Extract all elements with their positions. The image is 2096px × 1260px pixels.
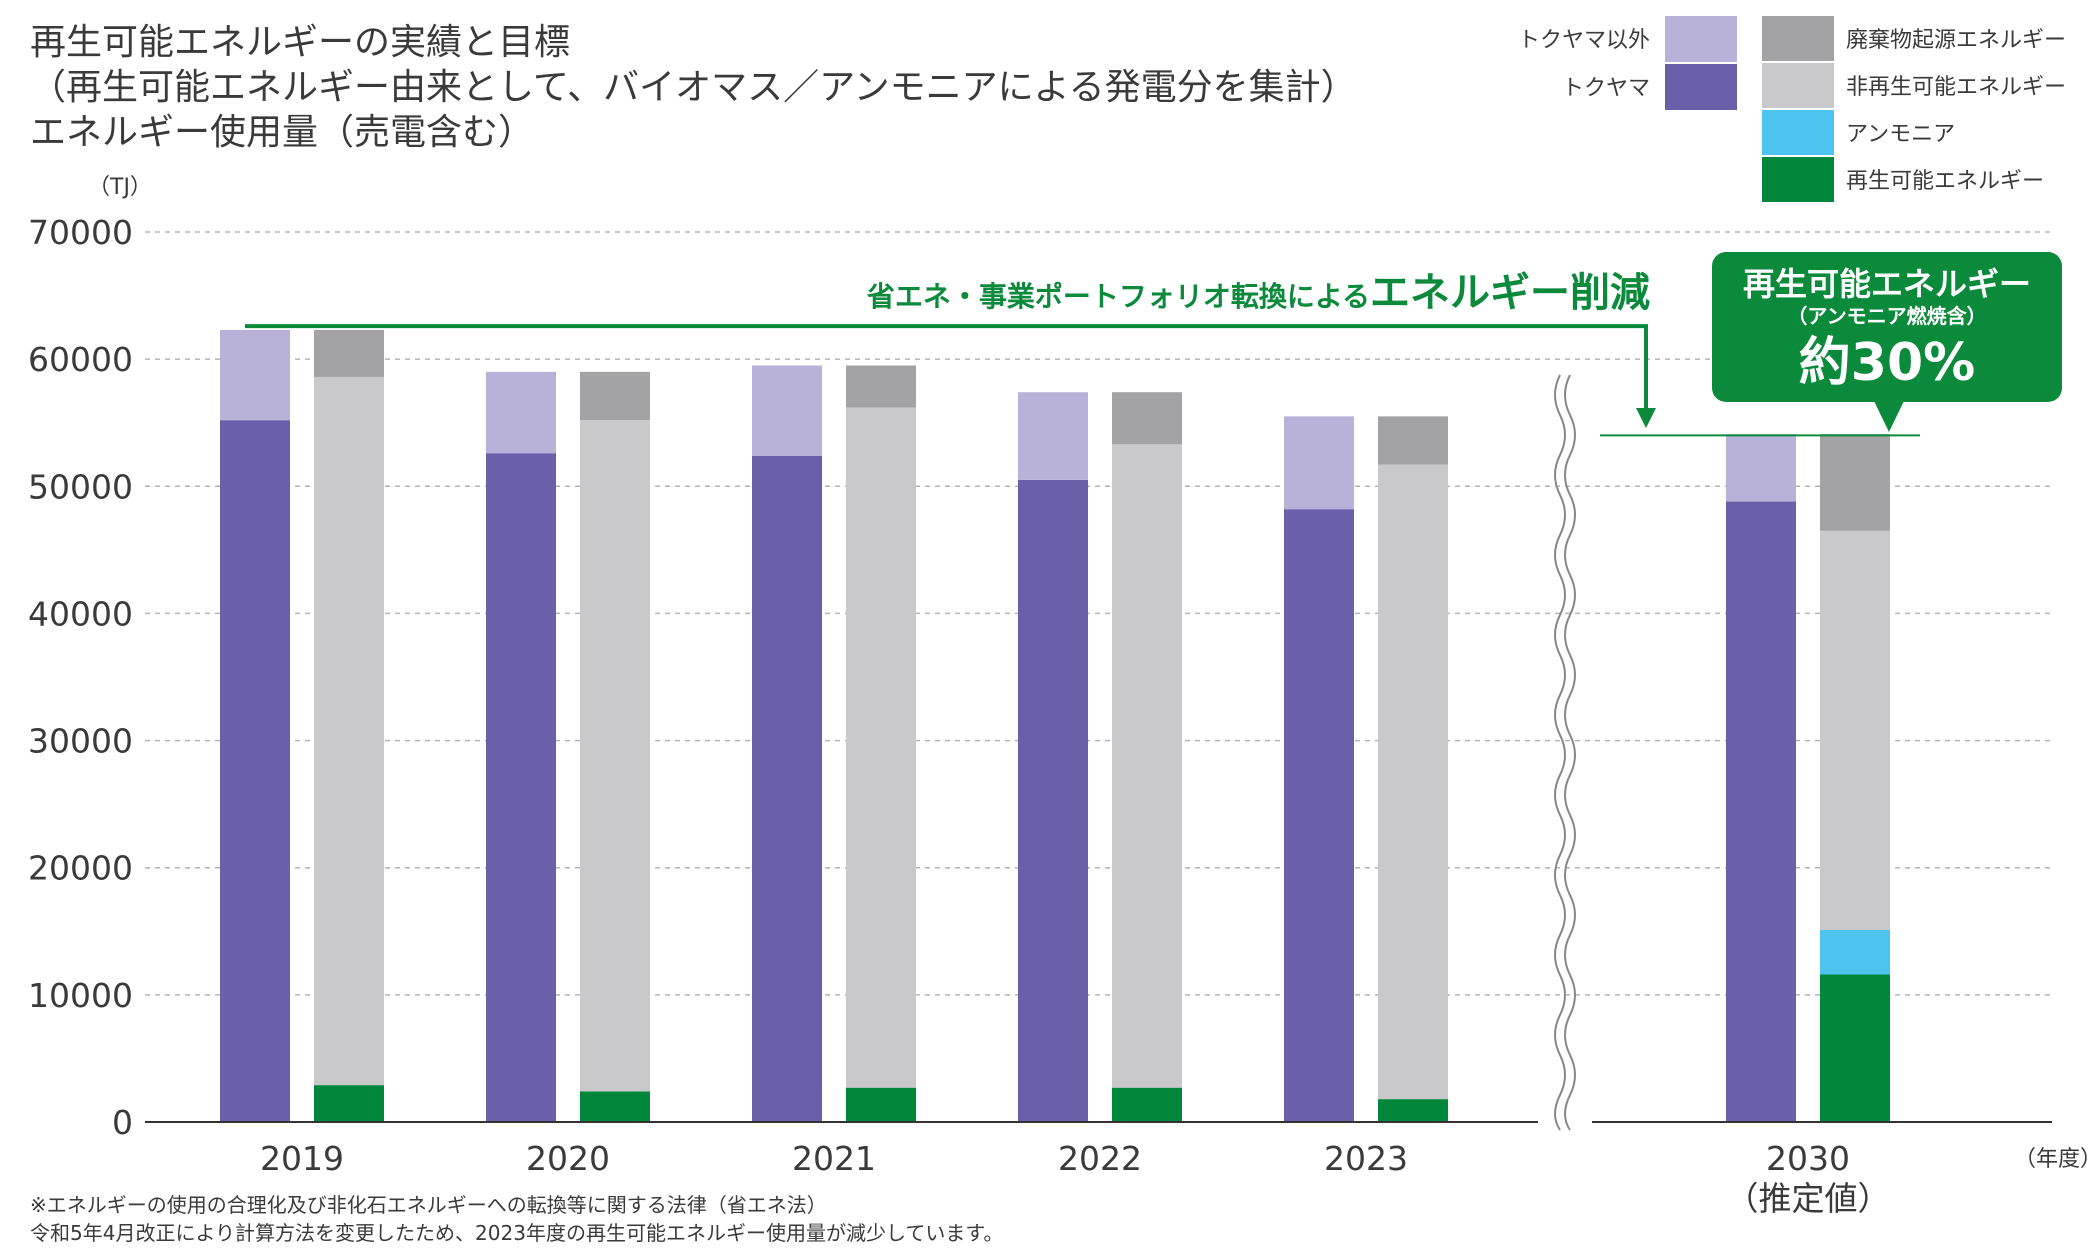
x-tick-label: 2020 — [526, 1139, 610, 1178]
bar-2021-waste — [846, 365, 916, 408]
bar-2022-tokuyama — [1018, 479, 1088, 1122]
y-tick-label: 50000 — [28, 467, 133, 506]
y-tick-label: 40000 — [28, 594, 133, 633]
bar-2021-renewable — [846, 1087, 916, 1122]
bar-2030-waste — [1820, 434, 1890, 531]
bar-2019-non_renewable — [314, 376, 384, 1086]
x-tick-label: 2023 — [1324, 1139, 1408, 1178]
bar-2020-tokuyama — [486, 453, 556, 1122]
reduction-annotation: 省エネ・事業ポートフォリオ転換によるエネルギー削減 — [867, 270, 1650, 316]
callout-value: 約30% — [1799, 333, 1975, 393]
x-tick-label: 2021 — [792, 1139, 876, 1178]
reduction-annotation-emphasis: エネルギー削減 — [1370, 270, 1650, 316]
x-axis-unit-label: （年度） — [2014, 1147, 2096, 1172]
reduction-arrow-line — [245, 324, 1648, 414]
bar-2023-non_renewable — [1378, 464, 1448, 1100]
legend-label: 非再生可能エネルギー — [1846, 75, 2066, 100]
axis-break-icon — [1554, 374, 1576, 1131]
y-tick-label: 10000 — [28, 976, 133, 1015]
y-tick-label: 70000 — [28, 213, 133, 252]
grid-lines — [145, 231, 2052, 996]
bar-2030-renewable — [1820, 974, 1890, 1122]
bar-2030-tokuyama — [1726, 501, 1796, 1122]
reduction-arrowhead-icon — [1636, 408, 1656, 428]
bar-2023-tokuyama — [1284, 509, 1354, 1123]
legend-label: トクヤマ — [1562, 76, 1650, 101]
callout-title: 再生可能エネルギー — [1743, 265, 2031, 303]
bar-2023-non_tokuyama — [1284, 416, 1354, 510]
bar-2020-renewable — [580, 1091, 650, 1122]
bar-2022-non_tokuyama — [1018, 392, 1088, 480]
bar-2030-ammonia — [1820, 930, 1890, 975]
reduction-arrow — [245, 324, 1920, 437]
bar-2020-non_tokuyama — [486, 371, 556, 454]
y-tick-label: 0 — [112, 1103, 133, 1142]
bar-2019-non_tokuyama — [220, 329, 290, 421]
chart-title-block: 再生可能エネルギーの実績と目標 （再生可能エネルギー由来として、バイオマス／アン… — [30, 22, 1357, 153]
x-axis-labels: 2019 2020 2021 2022 2023 2030（推定値） — [260, 1139, 1890, 1218]
bar-2030-non_tokuyama — [1726, 434, 1796, 502]
legend-swatch — [1665, 64, 1737, 110]
chart-title-line-2: （再生可能エネルギー由来として、バイオマス／アンモニアによる発電分を集計） — [30, 67, 1357, 108]
bar-2019-waste — [314, 329, 384, 377]
legend-swatch — [1762, 110, 1834, 155]
legend-swatch — [1665, 16, 1737, 62]
callout-box — [1712, 252, 2062, 402]
y-axis-unit-label: （TJ） — [88, 175, 152, 200]
y-axis-ticks: 0 10000 20000 30000 40000 50000 60000 70000 — [28, 213, 133, 1142]
y-tick-label: 30000 — [28, 722, 133, 761]
legend-swatch — [1762, 16, 1834, 61]
bar-2020-waste — [580, 371, 650, 421]
bar-2030-non_renewable — [1820, 530, 1890, 931]
bar-2021-tokuyama — [752, 455, 822, 1122]
footnote-line-1: ※エネルギーの使用の合理化及び非化石エネルギーへの転換等に関する法律（省エネ法） — [30, 1193, 827, 1217]
y-tick-label: 60000 — [28, 340, 133, 379]
bar-2020-non_renewable — [580, 420, 650, 1092]
legend-label: 再生可能エネルギー — [1846, 169, 2044, 194]
legend-label: アンモニア — [1846, 122, 1955, 147]
renewable-callout: 再生可能エネルギー （アンモニア燃焼含） 約30% — [1712, 252, 2062, 432]
y-tick-label: 20000 — [28, 849, 133, 888]
legend-swatch — [1762, 157, 1834, 202]
bar-2022-waste — [1112, 392, 1182, 445]
reduction-annotation-prefix: 省エネ・事業ポートフォリオ転換による — [867, 280, 1370, 313]
chart-title-line-1: 再生可能エネルギーの実績と目標 — [30, 22, 570, 63]
x-tick-label: 2019 — [260, 1139, 344, 1178]
bar-2023-renewable — [1378, 1099, 1448, 1122]
bar-2022-non_renewable — [1112, 444, 1182, 1088]
bar-2022-renewable — [1112, 1087, 1182, 1122]
bar-2023-waste — [1378, 416, 1448, 465]
x-tick-label: （推定値） — [1726, 1179, 1891, 1218]
callout-pointer-icon — [1874, 401, 1904, 432]
chart-title-line-3: エネルギー使用量（売電含む） — [30, 112, 534, 153]
callout-subtitle: （アンモニア燃焼含） — [1787, 304, 1986, 328]
legend-label: 廃棄物起源エネルギー — [1846, 28, 2066, 53]
legend-label: トクヤマ以外 — [1518, 28, 1650, 53]
bar-2019-renewable — [314, 1085, 384, 1122]
bars — [220, 329, 1890, 1123]
bar-2021-non_tokuyama — [752, 365, 822, 456]
x-tick-label: 2030 — [1766, 1139, 1850, 1178]
x-tick-label: 2022 — [1058, 1139, 1142, 1178]
footnote-line-2: 令和5年4月改正により計算方法を変更したため、2023年度の再生可能エネルギー使… — [30, 1221, 1003, 1245]
legend-swatch — [1762, 63, 1834, 108]
bar-2021-non_renewable — [846, 407, 916, 1088]
bar-2019-tokuyama — [220, 420, 290, 1123]
